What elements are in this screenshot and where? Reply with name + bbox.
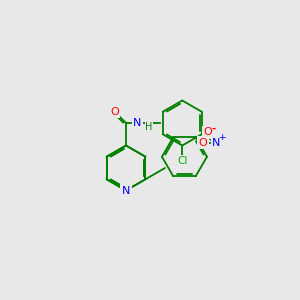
Text: O: O — [110, 107, 119, 117]
Text: H: H — [145, 122, 153, 132]
Text: -: - — [211, 124, 215, 134]
Text: O: O — [203, 127, 212, 137]
Text: N: N — [133, 118, 141, 128]
Text: N: N — [212, 138, 220, 148]
Text: N: N — [122, 185, 130, 196]
Text: +: + — [218, 133, 226, 142]
Text: Cl: Cl — [177, 156, 188, 166]
Text: O: O — [199, 138, 207, 148]
